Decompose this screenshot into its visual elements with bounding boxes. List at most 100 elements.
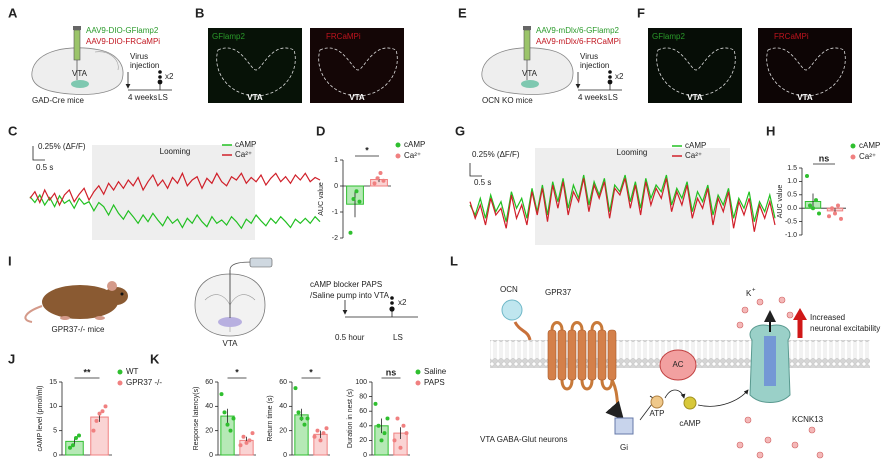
- bar: [90, 416, 109, 456]
- label: OCN: [500, 285, 518, 294]
- data-point: [244, 440, 249, 445]
- label: LS: [393, 333, 403, 342]
- trace-line: [469, 178, 776, 232]
- label: -2: [332, 235, 338, 242]
- label: x2: [615, 72, 624, 81]
- data-point: [404, 431, 409, 436]
- label: x2: [398, 298, 407, 307]
- label: AAV9-DIO-GFlamp2: [86, 26, 159, 35]
- label: injection: [130, 61, 159, 70]
- label: 0: [53, 452, 57, 459]
- data-point: [293, 386, 298, 391]
- label: *: [309, 367, 313, 377]
- label: 60: [279, 379, 287, 386]
- label: H: [766, 123, 775, 138]
- legend-swatch: [850, 143, 856, 149]
- label: AUC value: [777, 185, 784, 219]
- label: Looming: [160, 147, 191, 156]
- label: 40: [205, 403, 213, 410]
- label: 0.5 s: [36, 163, 53, 172]
- data-point: [805, 174, 809, 179]
- label: Looming: [617, 148, 648, 157]
- label: I: [8, 253, 12, 268]
- trace-line: [29, 193, 321, 230]
- label: VTA: [72, 69, 88, 78]
- label: 0.0: [787, 205, 797, 212]
- data-point: [324, 426, 329, 431]
- label: Saline: [424, 367, 447, 376]
- data-point: [296, 410, 301, 415]
- label: E: [458, 5, 467, 20]
- label: ns: [819, 153, 830, 163]
- label: 0.5: [787, 192, 797, 199]
- data-point: [372, 181, 377, 186]
- label: VTA: [349, 93, 365, 102]
- data-point: [103, 404, 108, 409]
- label: 4 weeks: [128, 93, 157, 102]
- label: AAV9-mDlx/6-FRCaMPi: [536, 37, 621, 46]
- data-point: [401, 423, 406, 428]
- trace-line: [469, 174, 776, 222]
- label: AAV9-mDlx/6-GFlamp2: [536, 26, 620, 35]
- data-point: [817, 211, 821, 216]
- data-point: [385, 416, 390, 421]
- data-point: [225, 422, 230, 427]
- label: 60: [205, 379, 213, 386]
- label: Return time (s): [267, 395, 274, 441]
- label: AAV9-DIO-FRCaMPi: [86, 37, 160, 46]
- data-point: [74, 435, 78, 440]
- data-point: [830, 206, 834, 211]
- label: ns: [386, 367, 397, 377]
- pathway-diagram: [490, 296, 870, 459]
- legend-swatch: [415, 369, 421, 375]
- label: cAMP: [685, 141, 706, 150]
- data-point: [357, 199, 362, 204]
- data-point: [836, 203, 840, 208]
- data-point: [318, 438, 323, 443]
- label: *: [235, 367, 239, 377]
- label: 40: [359, 423, 367, 430]
- label: VTA: [687, 93, 703, 102]
- trace-line: [29, 171, 321, 207]
- data-point: [833, 211, 837, 216]
- label: WT: [126, 367, 139, 376]
- label: 0.25% (ΔF/F): [38, 142, 86, 151]
- label: KCNK13: [792, 415, 824, 424]
- label: 4 weeks: [578, 93, 607, 102]
- data-point: [312, 434, 317, 439]
- label: G: [455, 123, 465, 138]
- label: 80: [359, 393, 367, 400]
- label: 1.0: [787, 178, 797, 185]
- label: 40: [279, 403, 287, 410]
- label: VTA GABA-Glut neurons: [480, 435, 567, 444]
- label: neuronal excitability: [810, 324, 880, 333]
- label: K: [746, 289, 752, 298]
- schematic: [31, 26, 124, 95]
- data-point: [247, 438, 252, 443]
- label: 20: [205, 428, 213, 435]
- data-point: [219, 392, 224, 397]
- data-point: [381, 178, 386, 183]
- label: Increased: [810, 313, 845, 322]
- data-point: [250, 431, 255, 436]
- label: 20: [359, 437, 367, 444]
- label: L: [450, 253, 458, 268]
- data-point: [241, 434, 246, 439]
- label: /Saline pump into VTA: [310, 291, 390, 300]
- label: 0.5 hour: [335, 333, 365, 342]
- label: Ca²⁺: [235, 150, 252, 159]
- data-point: [808, 203, 812, 208]
- label: 10: [49, 403, 57, 410]
- label: C: [8, 123, 18, 138]
- label: Ca²⁺: [404, 151, 421, 160]
- label: PAPS: [424, 378, 445, 387]
- scale-bars: [32, 145, 730, 245]
- data-point: [305, 416, 310, 421]
- label: LS: [608, 93, 618, 102]
- label: x2: [165, 72, 174, 81]
- label: GFlamp2: [212, 32, 245, 41]
- data-point: [395, 416, 400, 421]
- label: GPR37: [545, 288, 572, 297]
- data-point: [379, 438, 384, 443]
